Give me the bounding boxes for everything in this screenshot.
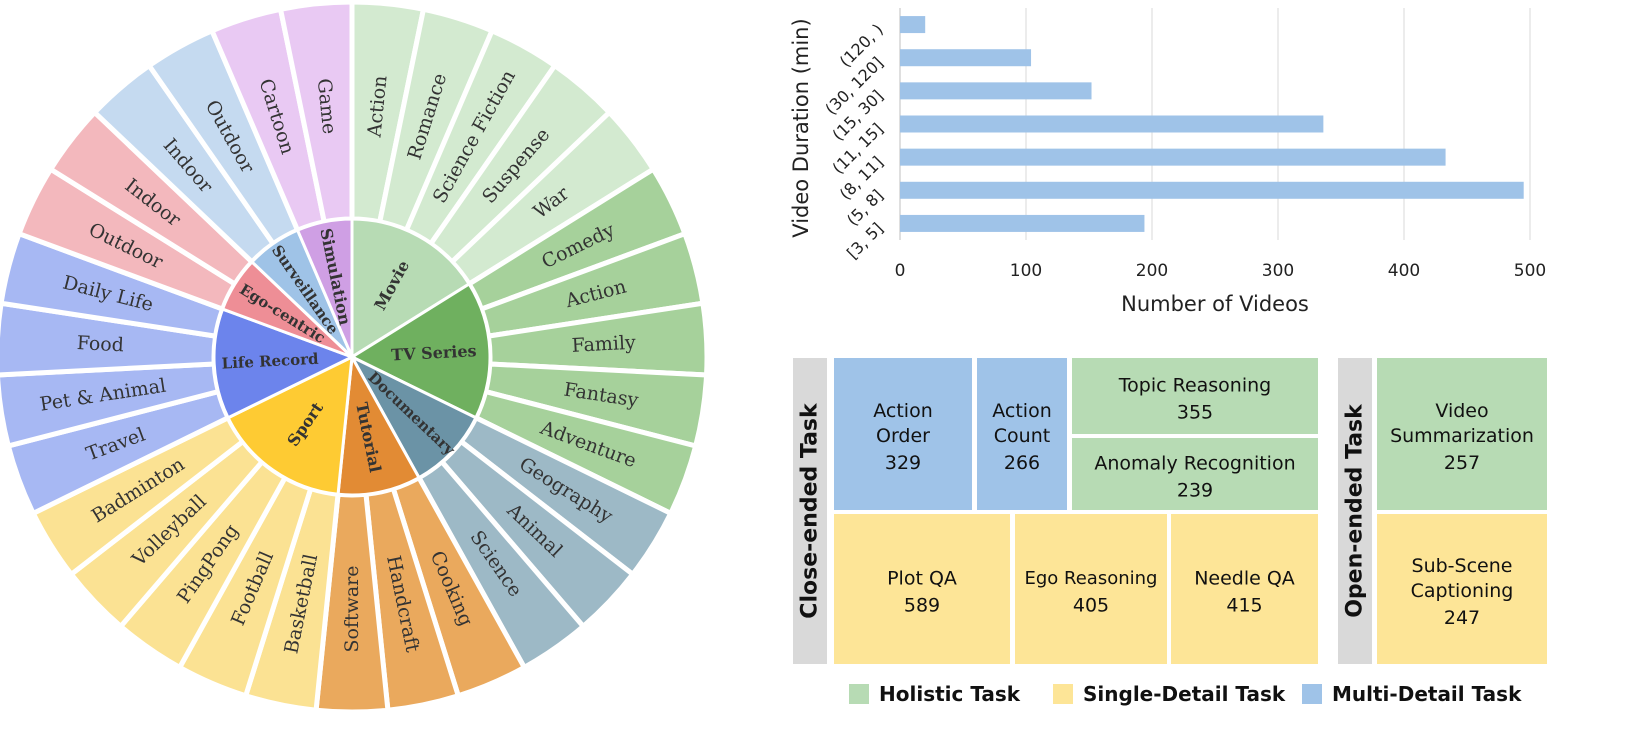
- bar-8-11: [900, 148, 1446, 166]
- treemap-cell-action-count-label-line-2: Count: [994, 425, 1050, 447]
- bar-15-30: [900, 82, 1092, 100]
- treemap-cell-sub-scene-captioning-value: 247: [1444, 607, 1480, 629]
- sunburst-outer-label-tv-series-family: Family: [571, 332, 636, 357]
- treemap-cell-topic-reasoning-label-line-1: Topic Reasoning: [1118, 375, 1271, 397]
- sunburst-inner-segment-movie: [350, 217, 472, 360]
- treemap-group-label-close-ended-task: Close-ended Task: [798, 402, 823, 619]
- treemap-cell-action-order-value: 329: [885, 452, 921, 474]
- bar-30-120: [900, 49, 1032, 67]
- treemap-cell-topic-reasoning: [1072, 358, 1318, 434]
- treemap-cell-plot-qa-label-line-1: Plot QA: [887, 568, 957, 590]
- treemap-cell-anomaly-recognition-label-line-1: Anomaly Recognition: [1094, 453, 1295, 475]
- sunburst-inner-label-tv-series: TV Series: [391, 341, 477, 364]
- treemap-group-label-bg-close-ended-task: [793, 358, 827, 664]
- bar-x-tick-label-0: 0: [895, 261, 906, 281]
- bar-x-tick-label-100: 100: [1010, 261, 1042, 281]
- bar-y-tick-label-3-5: [3, 5]: [843, 219, 887, 263]
- treemap-cell-video-summarization-value: 257: [1444, 452, 1480, 474]
- bar-120: [900, 16, 926, 34]
- task-treemap: Close-ended Task Open-ended Task Action Ord…: [793, 358, 1547, 706]
- treemap-cell-ego-reasoning-value: 405: [1073, 595, 1109, 617]
- legend-label-holistic-task: Holistic Task: [879, 682, 1021, 706]
- legend-label-single-detail-task: Single-Detail Task: [1083, 682, 1286, 706]
- treemap-cell-sub-scene-captioning-label-line-2: Captioning: [1411, 580, 1514, 602]
- treemap-cell-action-count-label-line-1: Action: [992, 400, 1052, 422]
- treemap-cell-needle-qa-label-line-1: Needle QA: [1194, 568, 1295, 590]
- treemap-cell-needle-qa: [1171, 514, 1318, 664]
- treemap-group-label-open-ended-task: Open-ended Task: [1343, 403, 1368, 618]
- sunburst-inner-segment-tv-series: [348, 281, 492, 420]
- treemap-cell-topic-reasoning-value: 355: [1177, 402, 1213, 424]
- bar-11-15: [900, 115, 1324, 133]
- treemap-group-label-bg-open-ended-task: [1338, 358, 1372, 664]
- treemap-cell-plot-qa-value: 589: [904, 595, 940, 617]
- bar-x-tick-label-300: 300: [1262, 261, 1294, 281]
- sunburst-inner-segment-sport: [226, 354, 354, 496]
- treemap-cell-video-summarization-label-line-1: Video: [1435, 400, 1488, 422]
- bar-y-axis-title: Video Duration (min): [789, 18, 813, 237]
- bar-5-8: [900, 181, 1524, 199]
- sunburst-inner-label-life-record: Life Record: [221, 350, 319, 373]
- treemap-cell-action-count-value: 266: [1004, 452, 1040, 474]
- legend-label-multi-detail-task: Multi-Detail Task: [1332, 682, 1522, 706]
- legend-swatch-single-detail-task: [1053, 684, 1073, 704]
- legend-swatch-holistic-task: [849, 684, 869, 704]
- sunburst-outer-label-tutorial-software: Software: [341, 565, 363, 652]
- treemap-cell-anomaly-recognition: [1072, 438, 1318, 510]
- legend-swatch-multi-detail-task: [1302, 684, 1322, 704]
- treemap-cell-sub-scene-captioning: [1377, 514, 1547, 664]
- sunburst-inner-segment-simulation: [295, 217, 354, 358]
- treemap-cell-sub-scene-captioning-label-line-1: Sub-Scene: [1412, 555, 1513, 577]
- treemap-cell-action-order-label-line-2: Order: [876, 425, 930, 447]
- bar-x-tick-label-500: 500: [1514, 261, 1546, 281]
- treemap-cell-anomaly-recognition-value: 239: [1177, 480, 1213, 502]
- treemap-cell-plot-qa: [834, 514, 1010, 664]
- treemap-cell-video-summarization: [1377, 358, 1547, 510]
- treemap-cell-ego-reasoning-label-line-1: Ego Reasoning: [1025, 568, 1158, 589]
- bar-3-5: [900, 214, 1145, 232]
- bar-x-axis-title: Number of Videos: [1121, 292, 1309, 316]
- duration-bar-chart: 0 100 200 300 400 500(120, )(30, 120](15, 30]…: [789, 8, 1546, 316]
- treemap-cell-action-order-label-line-1: Action: [873, 400, 933, 422]
- treemap-cell-needle-qa-value: 415: [1226, 595, 1262, 617]
- bar-x-tick-label-200: 200: [1136, 261, 1168, 281]
- treemap-cell-video-summarization-label-line-2: Summarization: [1390, 425, 1534, 447]
- treemap-cell-ego-reasoning: [1015, 514, 1167, 664]
- sunburst-outer-label-life-record-food: Food: [76, 332, 124, 356]
- treemap-cell-action-order: [834, 358, 972, 510]
- treemap-cell-action-count: [977, 358, 1067, 510]
- bar-x-tick-label-400: 400: [1388, 261, 1420, 281]
